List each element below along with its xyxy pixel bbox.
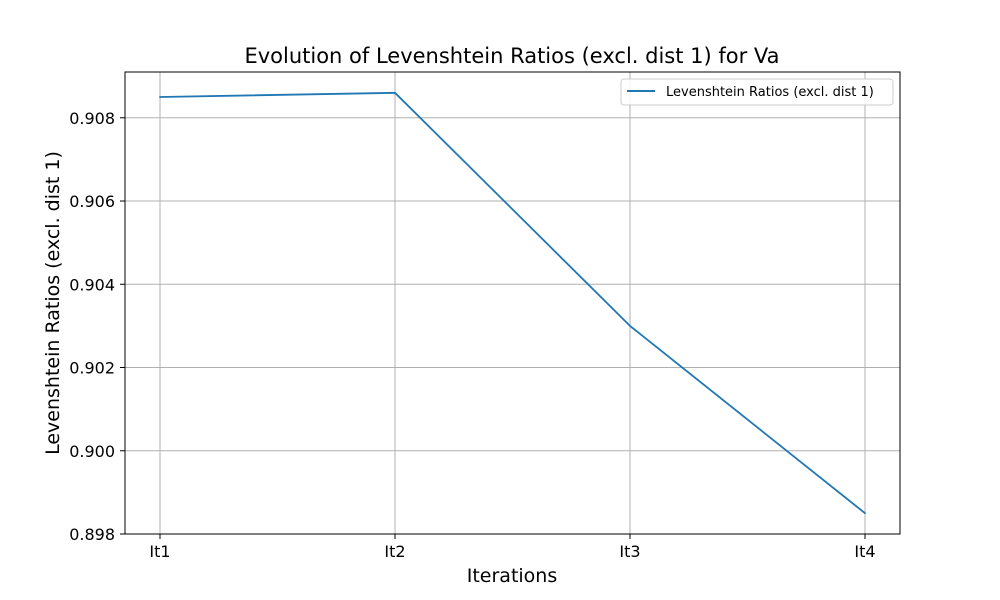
y-tick-label: 0.904 [69,275,115,294]
x-tick-label: It1 [149,542,170,561]
y-tick-label: 0.906 [69,192,115,211]
plot-area-frame [124,71,901,535]
legend-box [620,78,894,106]
y-tick-label: 0.902 [69,359,115,378]
y-axis-ticks: 0.898 0.900 0.902 0.904 0.906 0.908 [69,109,125,544]
series-layer [159,91,866,515]
x-tick-label: It3 [619,542,640,561]
legend: Levenshtein Ratios (excl. dist 1) [620,78,894,106]
grid [125,72,900,535]
x-axis-ticks: It1 It2 It3 It4 [149,534,876,561]
legend-label: Levenshtein Ratios (excl. dist 1) [666,85,874,100]
x-axis-title: Iterations [467,565,558,587]
x-tick-label: It4 [854,542,875,561]
y-axis-title: Levenshtein Ratios (excl. dist 1) [42,151,64,455]
x-tick-label: It2 [384,542,405,561]
chart-title: Evolution of Levenshtein Ratios (excl. d… [244,44,779,68]
y-tick-label: 0.908 [69,109,115,128]
y-tick-label: 0.898 [69,525,115,544]
y-tick-label: 0.900 [69,442,115,461]
series-line [159,91,866,515]
